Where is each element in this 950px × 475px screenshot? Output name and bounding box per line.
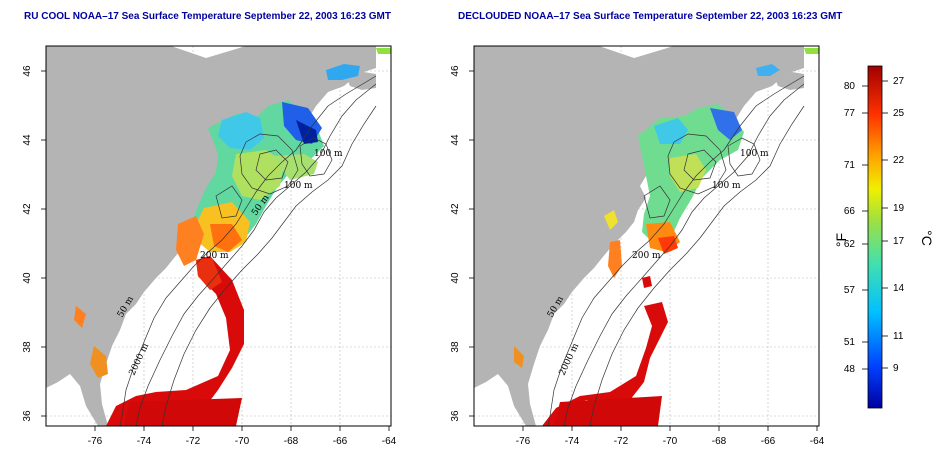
fahrenheit-tick-label: 48 [844, 364, 856, 375]
x-axis-tick-label: -64 [382, 436, 397, 447]
right-map-panel: 100 m 100 m 200 m 50 m 2000 m [473, 45, 820, 427]
x-axis-tick-label: -70 [663, 436, 678, 447]
colorbar-gradient [867, 65, 883, 409]
fahrenheit-tick-label: 80 [844, 81, 856, 92]
y-axis-tick-label: 36 [450, 410, 461, 422]
celsius-tick-label: 25 [893, 108, 905, 119]
colorbar: 80 77 71 66 62 57 51 48 27 25 22 19 17 14 11 9 °F °C [833, 65, 935, 409]
celsius-tick-label: 9 [893, 363, 899, 374]
x-axis-tick-label: -70 [235, 436, 250, 447]
celsius-tick-label: 19 [893, 203, 905, 214]
celsius-tick-label: 27 [893, 76, 905, 87]
x-axis-tick-label: -72 [614, 436, 629, 447]
x-axis-tick-label: -68 [712, 436, 727, 447]
fahrenheit-tick-label: 71 [844, 160, 856, 171]
celsius-tick-label: 22 [893, 155, 905, 166]
y-axis-tick-label: 42 [450, 203, 461, 215]
x-axis-tick-label: -66 [761, 436, 776, 447]
fahrenheit-tick-label: 51 [844, 337, 856, 348]
x-axis-tick-label: -74 [565, 436, 580, 447]
left-map-panel: 100 m 100 m 50 m 200 m 50 m 2000 m [45, 45, 392, 427]
contour-label: 200 m [200, 251, 229, 261]
contour-label: 200 m [632, 251, 661, 261]
y-axis-tick-label: 36 [22, 410, 33, 422]
y-axis-tick-label: 40 [450, 272, 461, 284]
contour-label: 100 m [712, 181, 741, 191]
y-axis-tick-label: 38 [450, 341, 461, 353]
y-axis-tick-label: 38 [22, 341, 33, 353]
celsius-tick-label: 17 [893, 236, 905, 247]
left-map-title: RU COOL NOAA–17 Sea Surface Temperature … [24, 11, 391, 22]
x-axis-tick-label: -66 [333, 436, 348, 447]
x-axis-tick-label: -76 [516, 436, 531, 447]
contour-label: 100 m [314, 149, 343, 159]
y-axis-tick-label: 40 [22, 272, 33, 284]
map-frame [473, 45, 820, 427]
right-map-title: DECLOUDED NOAA–17 Sea Surface Temperatur… [458, 11, 843, 22]
fahrenheit-tick-label: 66 [844, 206, 856, 217]
x-axis-tick-label: -74 [137, 436, 152, 447]
contour-label: 100 m [284, 181, 313, 191]
axis-labels: -76 -74 -72 -70 -68 -66 -64 36 38 40 42 44 46 -76 -74 -… [22, 65, 825, 447]
fahrenheit-unit-label: °F [833, 233, 849, 247]
x-axis-tick-label: -72 [186, 436, 201, 447]
x-axis-tick-label: -64 [810, 436, 825, 447]
x-axis-tick-label: -76 [88, 436, 103, 447]
contour-label: 100 m [740, 149, 769, 159]
sst-overlay [514, 48, 819, 426]
y-axis-tick-label: 44 [22, 134, 33, 146]
y-axis-tick-label: 46 [22, 65, 33, 77]
x-axis-tick-label: -68 [284, 436, 299, 447]
celsius-tick-label: 14 [893, 283, 905, 294]
fahrenheit-tick-label: 77 [844, 108, 856, 119]
celsius-unit-label: °C [919, 230, 935, 246]
celsius-tick-label: 11 [893, 331, 904, 342]
fahrenheit-tick-label: 62 [844, 239, 856, 250]
y-axis-tick-label: 44 [450, 134, 461, 146]
map-frame [45, 45, 392, 427]
y-axis-tick-label: 42 [22, 203, 33, 215]
y-axis-tick-label: 46 [450, 65, 461, 77]
fahrenheit-tick-label: 57 [844, 285, 856, 296]
